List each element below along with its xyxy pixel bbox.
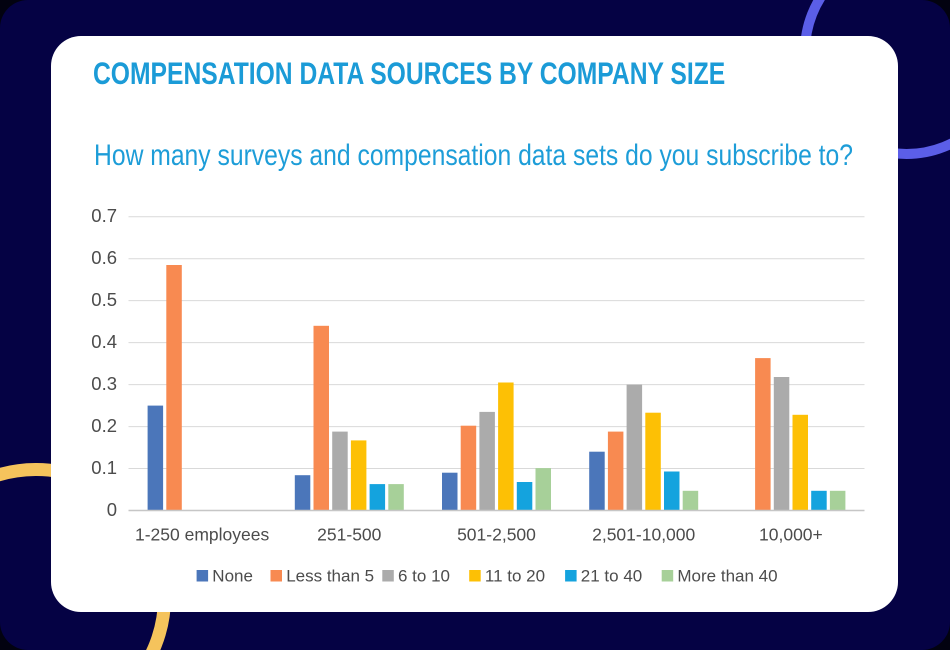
- svg-text:0.7: 0.7: [91, 205, 117, 226]
- svg-text:11 to 20: 11 to 20: [485, 566, 545, 585]
- svg-text:1-250 employees: 1-250 employees: [135, 525, 269, 545]
- svg-text:501-2,500: 501-2,500: [457, 525, 536, 545]
- svg-text:0.5: 0.5: [91, 289, 117, 310]
- svg-text:10,000+: 10,000+: [759, 525, 823, 545]
- svg-text:None: None: [212, 566, 253, 585]
- svg-text:6 to 10: 6 to 10: [398, 566, 450, 585]
- svg-text:0.1: 0.1: [91, 457, 117, 478]
- svg-text:Less than 5: Less than 5: [286, 566, 374, 585]
- svg-text:0.6: 0.6: [91, 247, 117, 268]
- svg-text:251-500: 251-500: [317, 525, 381, 545]
- svg-text:0.3: 0.3: [91, 373, 117, 394]
- svg-text:2,501-10,000: 2,501-10,000: [592, 525, 695, 545]
- svg-text:More than 40: More than 40: [677, 566, 777, 585]
- svg-text:0: 0: [107, 499, 117, 520]
- svg-text:0.4: 0.4: [91, 331, 117, 352]
- svg-text:21 to 40: 21 to 40: [581, 566, 642, 585]
- svg-text:0.2: 0.2: [91, 415, 117, 436]
